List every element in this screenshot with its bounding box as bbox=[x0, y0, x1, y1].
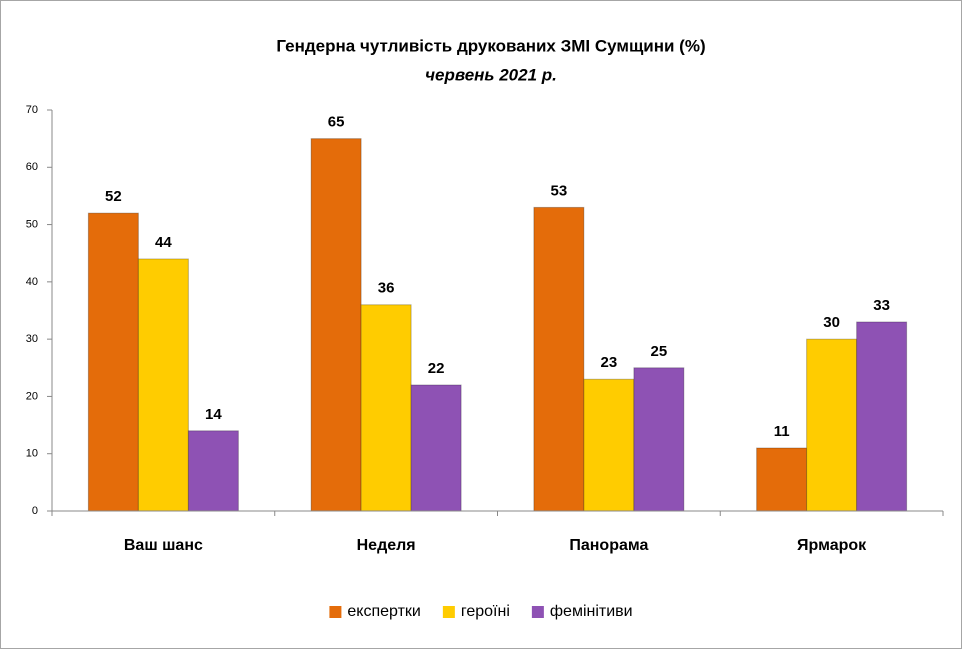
bar bbox=[87, 212, 139, 512]
bar bbox=[360, 304, 412, 512]
data-label: 22 bbox=[428, 360, 445, 377]
legend-label: фемінітиви bbox=[550, 603, 633, 620]
x-tick-label: Ярмарок bbox=[797, 537, 867, 554]
data-label: 52 bbox=[105, 188, 122, 205]
y-tick-label: 10 bbox=[26, 448, 38, 460]
data-label: 33 bbox=[873, 297, 890, 314]
bar bbox=[633, 367, 685, 512]
x-tick-label: Неделя bbox=[357, 537, 416, 554]
y-tick-label: 40 bbox=[26, 276, 38, 288]
legend-swatch bbox=[329, 606, 342, 618]
data-label: 36 bbox=[378, 280, 395, 297]
bar bbox=[806, 338, 858, 512]
data-label: 65 bbox=[328, 114, 345, 131]
chart-subtitle: червень 2021 р. bbox=[425, 65, 557, 84]
legend-label: експертки bbox=[347, 603, 420, 620]
legend-label: героїні bbox=[461, 603, 510, 620]
bar bbox=[410, 384, 462, 512]
bar bbox=[756, 447, 808, 512]
data-label: 44 bbox=[155, 234, 172, 251]
legend-swatch bbox=[442, 606, 455, 618]
y-tick-label: 20 bbox=[26, 390, 38, 402]
y-tick-label: 30 bbox=[26, 333, 38, 345]
data-label: 53 bbox=[551, 182, 568, 199]
bar bbox=[533, 206, 585, 512]
data-label: 30 bbox=[823, 314, 840, 331]
bar bbox=[137, 258, 189, 512]
data-label: 14 bbox=[205, 406, 222, 423]
legend-swatch bbox=[531, 606, 544, 618]
bar bbox=[310, 138, 362, 512]
bar bbox=[583, 378, 635, 512]
x-tick-label: Ваш шанс bbox=[124, 537, 203, 554]
y-tick-label: 0 bbox=[32, 505, 38, 517]
data-label: 23 bbox=[601, 354, 618, 371]
y-tick-label: 70 bbox=[26, 104, 38, 116]
bar bbox=[856, 321, 908, 512]
bar bbox=[187, 430, 239, 512]
chart-title: Гендерна чутливість друкованих ЗМІ Сумщи… bbox=[276, 36, 705, 55]
data-label: 25 bbox=[651, 343, 668, 360]
y-tick-label: 60 bbox=[26, 161, 38, 173]
y-tick-label: 50 bbox=[26, 218, 38, 230]
data-label: 11 bbox=[774, 423, 790, 440]
x-tick-label: Панорама bbox=[569, 537, 648, 554]
